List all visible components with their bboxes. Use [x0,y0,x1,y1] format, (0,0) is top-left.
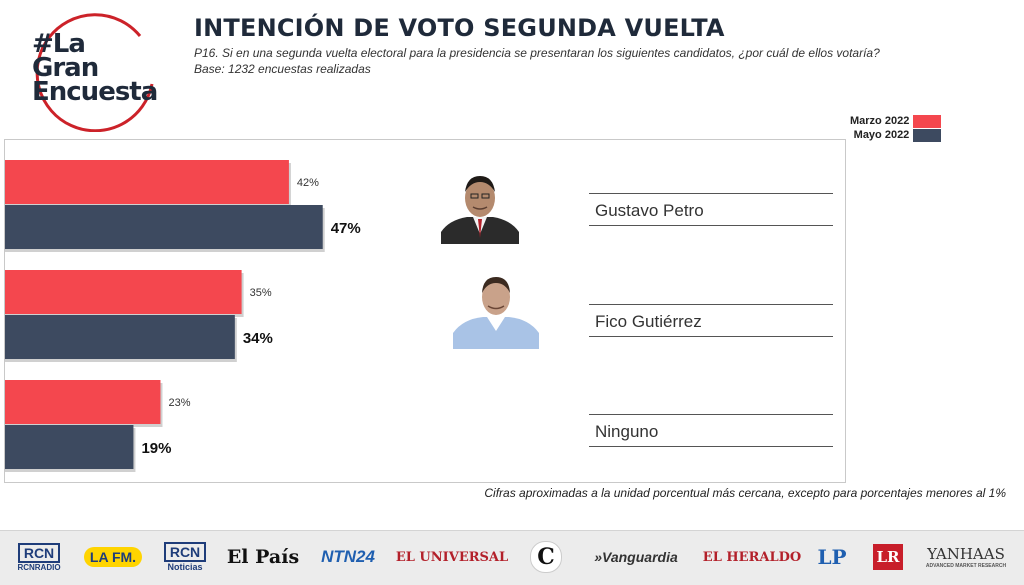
footnote: Cifras aproximadas a la unidad porcentua… [484,486,1006,500]
legend-swatch-marzo [913,114,942,128]
vanguardia-logo: »Vanguardia [584,539,688,575]
candidate-line-top-0 [589,193,833,194]
yanhaas-logo: YANHAAS ADVANCED MARKET RESEARCH [920,539,1012,575]
candidate-line-bottom-1 [589,336,833,337]
legend-item-mayo: Mayo 2022 [850,128,942,142]
question-text: P16. Si en una segunda vuelta electoral … [194,46,880,60]
ntn24-logo: NTN24 [316,539,380,575]
rcn-noticias-logo: RCN Noticias [160,539,210,575]
rcn-radio-logo-sub: RCNRADIO [17,562,61,572]
ntn24-logo-text: NTN24 [321,547,375,566]
page-title: INTENCIÓN DE VOTO SEGUNDA VUELTA [194,14,725,42]
el-pais-logo: El País [226,539,300,575]
la-gran-encuesta-logo: #La Gran Encuesta [12,8,164,132]
la-patria-logo-text: LP [817,545,847,569]
data-label-ninguno-marzo-2022: 23% [168,397,190,409]
data-label-fico-gutierrez-mayo-2022: 34% [243,330,273,347]
chart-area: 42% 47% 35% 34% 23% 19% Gustavo Petro Fico Gu… [4,139,846,483]
candidate-label-fico-gutierrez: Fico Gutiérrez [595,312,702,331]
bar-gustavo-petro-marzo-2022 [5,160,289,204]
bar-ninguno-marzo-2022 [5,380,161,424]
la-republica-logo-text: LR [873,544,903,570]
candidate-line-bottom-0 [589,225,833,226]
bar-fico-gutierrez-mayo-2022 [5,315,235,359]
la-patria-logo: LP [812,539,852,575]
el-pais-logo-text: El País [226,546,300,568]
gustavo-petro-photo-icon [441,176,519,244]
la-fm-logo-text: LA FM. [83,547,143,567]
rcn-radio-logo-main: RCN [17,542,61,563]
logo-line-1: #La [32,29,86,59]
chart-legend: Marzo 2022 Mayo 2022 [850,114,942,142]
media-partners-bar: RCN RCNRADIO LA FM. RCN Noticias El País… [0,530,1024,585]
candidate-line-top-1 [589,304,833,305]
yanhaas-logo-text: YANHAAS [927,545,1005,563]
vanguardia-logo-text: »Vanguardia [594,549,678,565]
legend-swatch-mayo [913,128,942,142]
bar-ninguno-mayo-2022 [5,425,134,469]
candidate-label-gustavo-petro: Gustavo Petro [595,201,704,220]
candidate-label-ninguno: Ninguno [595,422,659,441]
yanhaas-logo-sub: ADVANCED MARKET RESEARCH [925,563,1007,569]
base-text: Base: 1232 encuestas realizadas [194,62,371,76]
fico-gutierrez-photo-icon [453,277,539,349]
logo-ring-icon [35,13,154,132]
data-label-fico-gutierrez-marzo-2022: 35% [250,287,272,299]
data-label-ninguno-mayo-2022: 19% [141,440,171,457]
rcn-radio-logo: RCN RCNRADIO [14,539,64,575]
el-universal-logo: EL UNIVERSAL [396,539,508,575]
bar-gustavo-petro-mayo-2022 [5,205,323,249]
candidate-line-top-2 [589,414,833,415]
el-colombiano-logo-text: C [530,541,562,573]
el-universal-logo-text: EL UNIVERSAL [395,549,509,565]
logo-line-2: Gran [32,53,99,83]
data-label-gustavo-petro-marzo-2022: 42% [297,177,319,189]
el-colombiano-logo: C [528,539,564,575]
rcn-noticias-logo-sub: Noticias [167,562,203,572]
logo-line-3: Encuesta [32,77,158,107]
legend-label-mayo: Mayo 2022 [853,129,910,141]
el-heraldo-logo-text: EL HERALDO [702,549,802,565]
rcn-noticias-logo-main: RCN [163,542,207,562]
el-heraldo-logo: EL HERALDO [702,539,802,575]
la-republica-logo: LR [872,539,904,575]
logo-text: #La Gran Encuesta [32,29,158,107]
candidate-line-bottom-2 [589,446,833,447]
data-label-gustavo-petro-mayo-2022: 47% [331,220,361,237]
bar-fico-gutierrez-marzo-2022 [5,270,242,314]
legend-item-marzo: Marzo 2022 [850,114,942,128]
bar-chart: 42% 47% 35% 34% 23% 19% [5,160,361,472]
legend-label-marzo: Marzo 2022 [850,115,910,127]
la-fm-logo: LA FM. [80,539,146,575]
